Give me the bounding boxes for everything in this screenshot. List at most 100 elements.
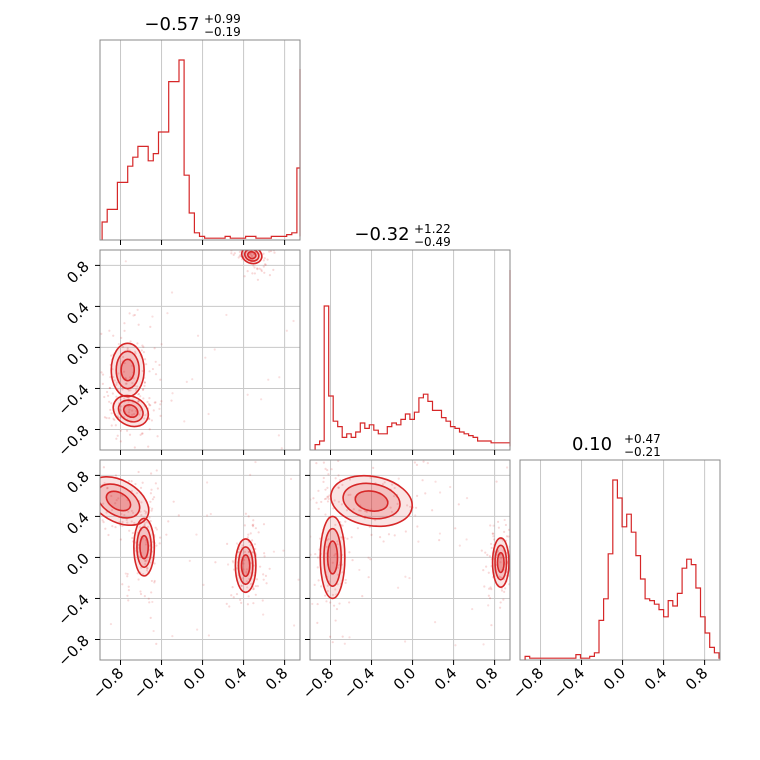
sample-point	[421, 479, 424, 482]
sample-point	[113, 379, 116, 382]
sample-point	[251, 272, 254, 275]
sample-point	[334, 523, 337, 526]
sample-point	[151, 367, 155, 371]
sample-point	[123, 513, 126, 517]
scatter-content	[310, 460, 517, 647]
sample-point	[486, 553, 489, 556]
sample-point	[344, 581, 347, 584]
sample-point	[262, 265, 265, 268]
sample-point	[121, 583, 124, 586]
density-contour	[496, 551, 505, 574]
sample-point	[183, 420, 186, 423]
sample-point	[130, 520, 133, 523]
sample-point	[327, 473, 330, 476]
sample-point	[365, 510, 368, 513]
sample-point	[369, 558, 372, 561]
sample-point	[133, 446, 136, 449]
sample-point	[143, 595, 146, 598]
sample-point	[110, 424, 113, 427]
sample-point	[140, 349, 143, 352]
sample-point	[111, 525, 114, 528]
sample-point	[143, 559, 147, 562]
sample-point	[293, 624, 296, 627]
sample-point	[262, 252, 265, 255]
sample-point	[116, 434, 119, 437]
sample-point	[382, 540, 385, 543]
sample-point	[117, 342, 120, 346]
sample-point	[120, 336, 123, 339]
sample-point	[145, 363, 148, 366]
sample-point	[229, 241, 231, 243]
sample-point	[261, 599, 264, 602]
panel-border	[309, 249, 511, 451]
sample-point	[484, 551, 487, 554]
sample-point	[242, 559, 246, 562]
sample-point	[262, 613, 265, 616]
sample-point	[132, 314, 135, 317]
sample-point	[112, 334, 115, 337]
sample-point	[185, 380, 188, 383]
sample-point	[333, 499, 336, 502]
sample-point	[261, 246, 263, 248]
density-contour	[494, 544, 508, 581]
sample-point	[150, 591, 153, 594]
sample-point	[148, 417, 151, 421]
sample-point	[140, 514, 143, 517]
sample-point	[515, 557, 517, 559]
scatter-panel-3-2: −0.8 −0.4 0.0 0.4 0.8	[299, 459, 517, 703]
density-contour	[122, 404, 139, 419]
sample-point	[122, 370, 126, 373]
sample-point	[110, 509, 114, 512]
sample-point	[247, 515, 250, 518]
sample-point	[490, 588, 493, 591]
sample-point	[149, 500, 152, 503]
sample-point	[55, 457, 57, 459]
sample-point	[225, 313, 228, 317]
sample-point	[324, 513, 327, 516]
sample-point	[341, 483, 344, 486]
sample-point	[252, 525, 255, 528]
sample-point	[124, 572, 127, 575]
sample-point	[267, 378, 270, 381]
sample-point	[252, 523, 255, 526]
sample-point	[115, 395, 118, 398]
sample-point	[228, 605, 231, 608]
sample-point	[406, 504, 409, 507]
sample-point	[438, 539, 441, 542]
sample-point	[109, 622, 113, 626]
sample-point	[126, 348, 129, 351]
density-contour	[342, 482, 401, 520]
sample-point	[237, 551, 241, 554]
sample-point	[148, 516, 151, 519]
sample-point	[102, 466, 105, 469]
sample-point	[313, 583, 316, 586]
sample-point	[387, 533, 391, 536]
sample-point	[177, 514, 180, 517]
sample-point	[139, 592, 143, 596]
sample-point	[86, 529, 88, 531]
panel-title-lower: −0.19	[204, 25, 241, 39]
sample-point	[269, 250, 273, 253]
sample-point	[158, 363, 161, 367]
density-contour	[246, 250, 257, 260]
sample-point	[490, 624, 493, 627]
sample-point	[415, 463, 419, 466]
y-tick-label: 0.8	[63, 467, 93, 497]
x-tick-label: 0.8	[472, 664, 502, 694]
sample-point	[146, 400, 149, 404]
sample-point	[107, 533, 110, 537]
sample-point	[322, 480, 325, 483]
sample-point	[250, 582, 253, 586]
sample-point	[323, 497, 327, 501]
sample-point	[231, 586, 234, 589]
sample-point	[125, 382, 128, 385]
sample-point	[465, 497, 469, 500]
sample-point	[327, 495, 330, 498]
histogram-steps	[524, 479, 720, 660]
sample-point	[241, 577, 244, 580]
sample-point	[348, 551, 351, 554]
sample-point	[127, 479, 131, 483]
sample-point	[326, 584, 329, 587]
sample-point	[315, 501, 318, 504]
